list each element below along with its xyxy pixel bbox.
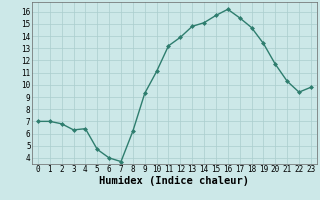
X-axis label: Humidex (Indice chaleur): Humidex (Indice chaleur) — [100, 176, 249, 186]
